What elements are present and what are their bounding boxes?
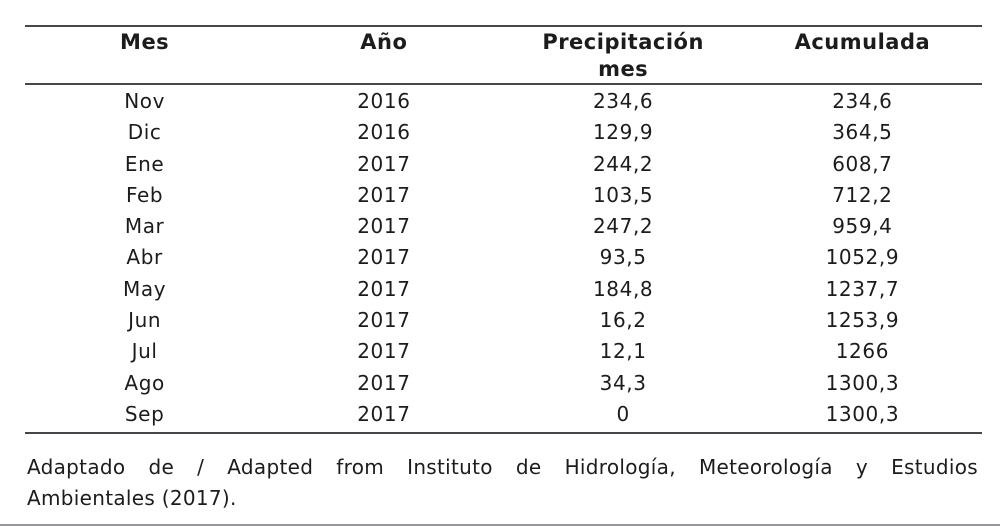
table-body: Nov 2016 234,6 234,6 Dic 2016 129,9 364,… [25,85,982,432]
cell-precipitacion: 244,2 [592,151,654,176]
cell-mes: Nov [124,89,166,113]
cell-ano: 2016 [357,120,411,145]
cell-mes: Abr [126,245,163,270]
cell-acumulada: 1266 [835,339,890,364]
table-row: Feb 2017 103,5 712,2 [25,180,982,211]
table-header-row: Mes Año Precipitación mes Acumulada [25,27,982,83]
cell-mes: Sep [124,401,165,426]
cell-ano: 2017 [357,370,411,395]
caption-line-2: Ambientales (2017). [27,486,237,510]
header-precipitacion-mes: Precipitación mes [542,30,704,81]
cell-precipitacion: 0 [616,401,630,426]
table-row: Mar 2017 247,2 959,4 [25,211,982,242]
cell-precipitacion: 34,3 [599,370,647,395]
precipitation-table: Mes Año Precipitación mes Acumulada Nov … [25,25,982,435]
cell-acumulada: 712,2 [832,182,893,207]
cell-precipitacion: 16,2 [599,308,647,333]
cell-mes: May [123,276,167,301]
page-bottom-rule [0,524,1000,526]
table-bottom-rule [25,432,982,435]
table-row: Nov 2016 234,6 234,6 [25,86,982,117]
header-mes: Mes [120,30,170,54]
cell-ano: 2017 [357,308,411,333]
cell-acumulada: 959,4 [832,214,893,239]
cell-precipitacion: 103,5 [592,182,654,207]
cell-precipitacion: 184,8 [592,276,654,301]
table-row: Jul 2017 12,1 1266 [25,336,982,367]
table-row: Ene 2017 244,2 608,7 [25,149,982,180]
cell-mes: Feb [126,182,164,207]
table-row: Sep 2017 0 1300,3 [25,399,982,430]
cell-mes: Ene [124,151,165,176]
cell-acumulada: 1253,9 [825,308,900,333]
cell-ano: 2016 [357,89,411,113]
cell-precipitacion: 247,2 [592,214,654,239]
table-row: Jun 2017 16,2 1253,9 [25,305,982,336]
cell-ano: 2017 [357,245,411,270]
cell-precipitacion: 93,5 [599,245,647,270]
table-top-rule [25,25,982,27]
table-header-rule [25,83,982,85]
cell-ano: 2017 [357,401,411,426]
table-row: Ago 2017 34,3 1300,3 [25,368,982,399]
cell-precipitacion: 234,6 [592,89,654,113]
cell-precipitacion: 129,9 [592,120,654,145]
header-ano: Año [360,30,408,54]
cell-ano: 2017 [357,182,411,207]
cell-ano: 2017 [357,151,411,176]
table-row: May 2017 184,8 1237,7 [25,274,982,305]
cell-mes: Dic [127,120,162,145]
cell-acumulada: 1300,3 [825,401,900,426]
cell-ano: 2017 [357,276,411,301]
cell-acumulada: 364,5 [832,120,893,145]
cell-mes: Mar [124,214,165,239]
cell-ano: 2017 [357,214,411,239]
cell-acumulada: 234,6 [832,89,893,113]
cell-mes: Ago [124,370,165,395]
cell-acumulada: 608,7 [832,151,893,176]
cell-ano: 2017 [357,339,411,364]
cell-acumulada: 1300,3 [825,370,900,395]
cell-mes: Jul [131,339,158,364]
table-source-caption: Adaptado de / Adapted from Instituto de … [27,452,978,514]
caption-line-1: Adaptado de / Adapted from Instituto de … [27,455,978,479]
cell-mes: Jun [128,308,162,333]
cell-acumulada: 1052,9 [825,245,900,270]
cell-precipitacion: 12,1 [599,339,647,364]
table-row: Abr 2017 93,5 1052,9 [25,242,982,273]
header-acumulada: Acumulada [794,30,931,54]
table-row: Dic 2016 129,9 364,5 [25,117,982,148]
cell-acumulada: 1237,7 [825,276,900,301]
